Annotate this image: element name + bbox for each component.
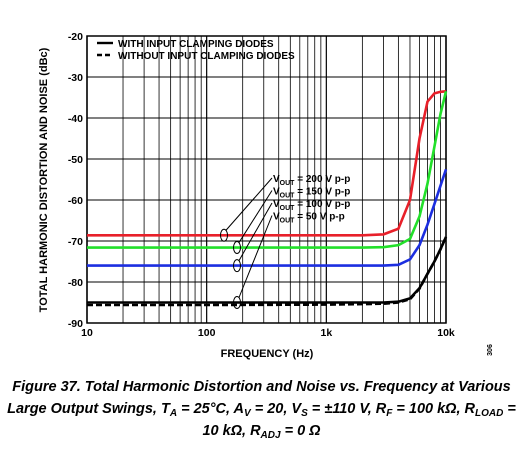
- x-tick-label: 10k: [437, 327, 455, 339]
- series-line: [87, 168, 448, 267]
- annotation: VOUT = 150 V p-p: [273, 187, 350, 200]
- y-axis-label: TOTAL HARMONIC DISTORTION AND NOISE (dBc…: [38, 47, 50, 312]
- caption-subscript: ADJ: [260, 430, 281, 441]
- annotation-text: = 200 V p-p: [294, 174, 350, 185]
- series-line: [87, 236, 448, 307]
- annotation: VOUT = 100 V p-p: [273, 199, 350, 212]
- caption: Figure 37. Total Harmonic Distortion and…: [0, 376, 523, 442]
- series-line: [87, 90, 447, 237]
- curve-marker: [233, 296, 241, 309]
- leader-line: [238, 215, 273, 298]
- legend-label: WITH INPUT CLAMPING DIODES: [118, 39, 274, 50]
- annotation-text: = 50 V p-p: [294, 212, 344, 223]
- caption-subscript: F: [386, 408, 393, 419]
- annotation-v: V: [273, 187, 280, 198]
- annotation-v: V: [273, 212, 280, 223]
- caption-subscript: A: [169, 408, 178, 419]
- curve-marker: [233, 259, 241, 273]
- y-tick-label: -20: [68, 31, 83, 43]
- y-tick-label: -70: [68, 236, 83, 248]
- caption-text: Figure 37. Total Harmonic Distortion and…: [12, 379, 511, 395]
- annotation-text: = 100 V p-p: [294, 199, 350, 210]
- side-note: 306: [487, 344, 494, 356]
- annotation: VOUT = 50 V p-p: [273, 212, 345, 225]
- caption-text: =: [503, 401, 516, 417]
- legend-label: WITHOUT INPUT CLAMPING DIODES: [118, 51, 295, 62]
- leader-line: [238, 190, 273, 243]
- annotation-sub: OUT: [280, 205, 296, 212]
- caption-line: Large Output Swings, TA = 25°C, AV = 20,…: [0, 398, 523, 420]
- annotation-v: V: [273, 174, 280, 185]
- caption-text: = 20, V: [250, 401, 302, 417]
- x-axis-label: FREQUENCY (Hz): [221, 348, 314, 360]
- annotation: VOUT = 200 V p-p: [273, 174, 350, 187]
- leader-line: [238, 202, 273, 261]
- chart: TOTAL HARMONIC DISTORTION AND NOISE (dBc…: [38, 31, 494, 360]
- y-tick-label: -50: [68, 154, 83, 166]
- annotation-sub: OUT: [280, 218, 296, 225]
- annotation-sub: OUT: [280, 180, 296, 187]
- curve-marker: [220, 228, 228, 242]
- x-tick-label: 1k: [320, 327, 332, 339]
- plot-frame: [86, 35, 447, 324]
- series-line: [87, 90, 448, 249]
- leader-line: [225, 177, 273, 231]
- caption-subscript: V: [244, 408, 251, 419]
- y-tick-label: -60: [68, 195, 83, 207]
- x-tick-label: 10: [81, 327, 93, 339]
- caption-text: = 100 kΩ, R: [392, 401, 476, 417]
- annotation-v: V: [273, 199, 280, 210]
- y-tick-label: -90: [68, 318, 83, 330]
- y-tick-label: -80: [68, 277, 83, 289]
- caption-text: 10 kΩ, R: [202, 423, 261, 439]
- annotation-text: = 150 V p-p: [294, 187, 350, 198]
- y-tick-label: -40: [68, 113, 83, 125]
- x-tick-label: 100: [198, 327, 216, 339]
- caption-text: = ±110 V, R: [307, 401, 387, 417]
- caption-text: Large Output Swings, T: [7, 401, 170, 417]
- caption-subscript: S: [301, 408, 308, 419]
- curve-marker: [233, 241, 241, 255]
- caption-line: Figure 37. Total Harmonic Distortion and…: [0, 376, 523, 398]
- caption-text: = 25°C, A: [177, 401, 245, 417]
- caption-text: = 0 Ω: [280, 423, 321, 439]
- annotation-sub: OUT: [280, 193, 296, 200]
- caption-subscript: LOAD: [475, 408, 504, 419]
- y-tick-label: -30: [68, 72, 83, 84]
- caption-line: 10 kΩ, RADJ = 0 Ω: [0, 420, 523, 442]
